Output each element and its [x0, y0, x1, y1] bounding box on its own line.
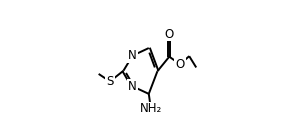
Text: NH₂: NH₂	[140, 102, 162, 116]
Text: N: N	[128, 49, 137, 62]
Text: O: O	[176, 58, 185, 71]
Text: O: O	[165, 28, 174, 41]
Text: N: N	[128, 80, 137, 93]
Text: S: S	[106, 75, 114, 88]
